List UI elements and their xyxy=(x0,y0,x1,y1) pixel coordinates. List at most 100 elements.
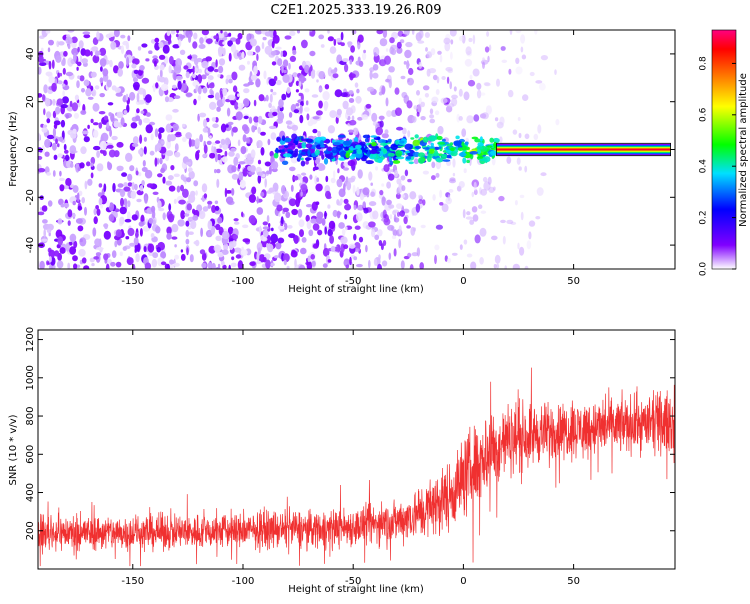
noise-blob xyxy=(152,191,159,195)
noise-blob xyxy=(268,223,271,228)
noise-blob xyxy=(87,178,93,186)
noise-blob xyxy=(60,119,66,128)
noise-blob xyxy=(325,190,331,199)
noise-blob xyxy=(451,252,458,256)
noise-blob xyxy=(98,183,103,188)
noise-blob xyxy=(403,61,407,65)
noise-blob xyxy=(491,235,498,241)
signal-blob xyxy=(366,151,370,158)
noise-blob xyxy=(290,184,294,192)
noise-blob xyxy=(78,190,83,196)
noise-blob xyxy=(246,137,250,144)
signal-blob xyxy=(278,146,285,150)
noise-blob xyxy=(269,150,274,157)
noise-blob xyxy=(83,79,90,87)
noise-blob xyxy=(79,238,83,243)
noise-blob xyxy=(60,203,65,208)
signal-blob xyxy=(301,142,307,149)
noise-blob xyxy=(283,222,288,231)
noise-blob xyxy=(166,263,171,269)
noise-blob xyxy=(94,50,100,57)
noise-blob xyxy=(169,55,174,65)
noise-blob xyxy=(142,160,146,167)
noise-blob xyxy=(67,220,71,226)
noise-blob xyxy=(233,218,239,222)
noise-blob xyxy=(373,52,377,57)
noise-blob xyxy=(271,167,278,173)
noise-blob xyxy=(329,46,337,54)
noise-blob xyxy=(129,91,136,101)
noise-blob xyxy=(191,54,198,59)
noise-blob xyxy=(260,191,265,197)
noise-blob xyxy=(48,60,52,70)
noise-blob xyxy=(158,201,161,210)
noise-blob xyxy=(338,222,345,229)
noise-blob xyxy=(370,182,374,186)
signal-blob xyxy=(469,151,479,155)
noise-blob xyxy=(355,212,363,222)
noise-blob xyxy=(165,150,174,157)
noise-blob xyxy=(232,126,238,133)
noise-blob xyxy=(157,173,163,178)
noise-blob xyxy=(266,215,270,223)
noise-blob xyxy=(315,183,323,192)
noise-blob xyxy=(381,85,386,95)
noise-blob xyxy=(342,58,349,63)
noise-blob xyxy=(242,134,247,143)
signal-blob xyxy=(395,150,403,157)
noise-blob xyxy=(435,89,440,95)
noise-blob xyxy=(169,264,174,269)
noise-blob xyxy=(185,30,193,38)
noise-blob xyxy=(282,207,290,213)
noise-blob xyxy=(182,136,187,143)
noise-blob xyxy=(386,181,391,189)
noise-blob xyxy=(242,98,250,107)
noise-blob xyxy=(528,231,532,240)
noise-blob xyxy=(406,63,410,67)
noise-blob xyxy=(434,110,440,116)
noise-blob xyxy=(381,133,389,139)
noise-blob xyxy=(395,107,402,116)
noise-blob xyxy=(136,92,140,103)
noise-blob xyxy=(168,185,176,192)
noise-blob xyxy=(306,261,313,269)
noise-blob xyxy=(405,41,413,48)
noise-blob xyxy=(75,218,83,224)
noise-blob xyxy=(81,88,85,93)
noise-blob xyxy=(299,229,304,238)
noise-blob xyxy=(173,95,181,99)
noise-blob xyxy=(347,177,355,183)
noise-blob xyxy=(205,38,213,44)
noise-blob xyxy=(207,231,211,237)
noise-blob xyxy=(436,76,440,84)
noise-blob xyxy=(496,121,504,129)
noise-blob xyxy=(516,157,521,165)
noise-blob xyxy=(65,177,72,187)
noise-blob xyxy=(418,194,422,199)
noise-blob xyxy=(65,71,74,77)
noise-blob xyxy=(299,177,303,184)
noise-blob xyxy=(320,164,326,171)
noise-blob xyxy=(396,46,403,54)
noise-blob xyxy=(230,44,237,53)
noise-blob xyxy=(291,208,299,216)
signal-blob xyxy=(479,136,483,142)
noise-blob xyxy=(59,247,66,254)
noise-blob xyxy=(216,106,221,112)
spectrogram-xtick-label: -50 xyxy=(345,276,361,287)
noise-blob xyxy=(194,138,200,148)
noise-blob xyxy=(424,93,429,98)
noise-blob xyxy=(305,204,313,208)
noise-blob xyxy=(500,46,506,51)
noise-blob xyxy=(192,41,198,49)
noise-blob xyxy=(451,94,458,100)
noise-blob xyxy=(129,242,136,247)
noise-blob xyxy=(336,108,342,116)
noise-blob xyxy=(211,262,216,269)
noise-blob xyxy=(422,170,429,175)
noise-blob xyxy=(306,113,310,121)
noise-blob xyxy=(470,261,477,269)
noise-blob xyxy=(327,228,334,237)
noise-blob xyxy=(96,150,100,158)
noise-blob xyxy=(180,210,186,220)
